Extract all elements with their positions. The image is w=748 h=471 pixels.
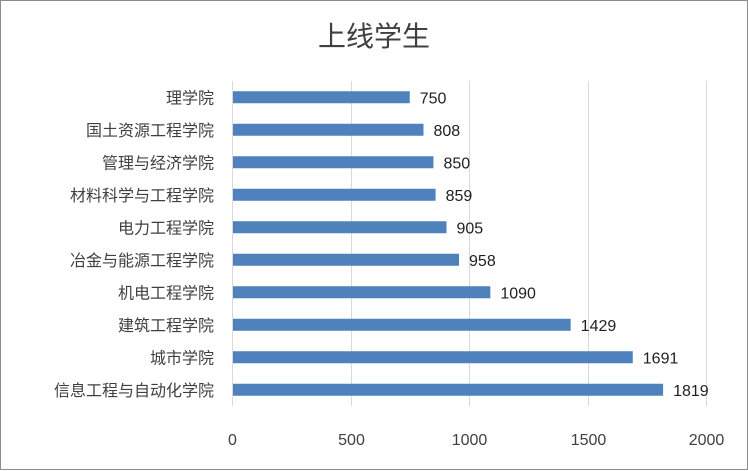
bar (233, 253, 460, 266)
category-label: 建筑工程学院 (118, 316, 214, 335)
bar (233, 123, 424, 136)
x-tick-label: 500 (338, 432, 365, 449)
data-label: 1090 (500, 285, 536, 302)
bar (233, 286, 491, 299)
x-tick-label: 1000 (452, 432, 488, 449)
bar (233, 221, 447, 234)
data-label: 1819 (673, 383, 709, 400)
data-label: 905 (456, 220, 483, 237)
x-tick-label: 2000 (689, 432, 725, 449)
category-label: 机电工程学院 (118, 283, 214, 302)
data-label: 750 (420, 90, 447, 107)
bar (233, 188, 436, 201)
x-tick-label: 0 (228, 432, 237, 449)
data-label: 1691 (643, 350, 679, 367)
data-label: 859 (446, 188, 473, 205)
data-label: 850 (443, 155, 470, 172)
x-tick-label: 1500 (571, 432, 607, 449)
bar (233, 156, 434, 169)
category-label: 电力工程学院 (118, 218, 214, 237)
category-label: 冶金与能源工程学院 (70, 251, 214, 270)
bar (233, 91, 410, 104)
category-label: 城市学院 (150, 348, 214, 367)
category-label: 国土资源工程学院 (86, 121, 214, 140)
bar (233, 351, 633, 364)
bar (233, 318, 571, 331)
data-label: 958 (469, 253, 496, 270)
chart-title: 上线学生 (317, 20, 430, 53)
category-label: 材料科学与工程学院 (70, 186, 214, 205)
data-label: 808 (433, 123, 460, 140)
data-label: 1429 (581, 318, 617, 335)
category-label: 理学院 (166, 88, 214, 107)
bar (233, 383, 664, 396)
category-label: 管理与经济学院 (102, 153, 214, 172)
category-label: 信息工程与自动化学院 (54, 381, 214, 400)
